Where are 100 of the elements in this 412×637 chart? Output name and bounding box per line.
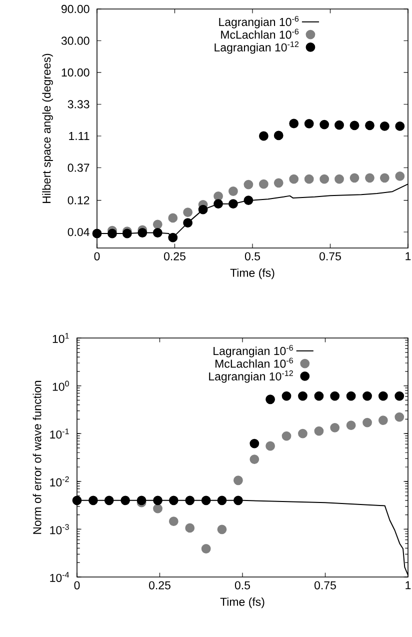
point	[250, 438, 260, 448]
point	[228, 186, 238, 196]
point	[138, 228, 148, 238]
y-axis-title: Hilbert space angle (degrees)	[42, 54, 53, 203]
point	[185, 523, 195, 533]
y-tick-label: 30.00	[61, 36, 90, 45]
y-tick-label: 1.11	[69, 132, 90, 140]
point	[258, 179, 268, 189]
y-tick-label: 10$^{-1}$	[50, 428, 69, 439]
point	[362, 418, 372, 428]
point	[282, 391, 292, 401]
point	[266, 441, 275, 451]
point	[153, 504, 162, 514]
x-tick-label: 0	[94, 252, 100, 260]
point	[334, 174, 344, 184]
point	[289, 174, 299, 184]
point	[92, 228, 102, 238]
y-tick-label: 0.04	[68, 228, 90, 236]
y-tick-label: 10$^{-2}$	[50, 476, 69, 486]
point	[185, 496, 195, 506]
x-axis-title: Time (fs)	[230, 268, 274, 280]
point	[88, 496, 98, 506]
point	[233, 496, 243, 506]
point	[330, 391, 340, 401]
point	[152, 220, 162, 230]
point	[183, 218, 193, 228]
point	[350, 120, 360, 130]
y-tick-label: 10$^{-4}$	[50, 572, 70, 582]
point	[314, 426, 324, 436]
point	[120, 496, 130, 506]
y-tick-label: 3.33	[68, 100, 90, 108]
point	[298, 391, 308, 401]
y-tick-label: 10$^{0}$	[52, 380, 69, 391]
point	[350, 173, 360, 183]
point	[217, 524, 227, 534]
legend-label: McLachlan 10$^{-6}$	[216, 358, 293, 368]
point	[72, 496, 82, 506]
legend-label: Lagrangian 10$^{-6}$	[214, 344, 293, 358]
x-tick-label: 0.25	[149, 581, 170, 590]
point	[168, 516, 178, 526]
x-tick-label: 0.75	[314, 581, 336, 590]
point	[346, 391, 356, 401]
y-tick-label: 90.00	[62, 4, 90, 14]
y-axis-title: Norm of error of wave function	[32, 380, 42, 534]
point	[244, 180, 254, 190]
point	[153, 496, 162, 506]
point	[274, 130, 284, 140]
point	[122, 228, 132, 238]
point	[266, 394, 275, 404]
point	[201, 544, 211, 554]
point	[378, 391, 388, 401]
point	[201, 496, 211, 506]
point	[244, 196, 254, 205]
point	[217, 496, 227, 506]
y-tick-label: 10.00	[62, 68, 90, 77]
point	[168, 496, 178, 506]
point	[365, 173, 374, 183]
point	[380, 121, 390, 131]
point	[233, 476, 243, 486]
x-tick-label: 0.5	[234, 581, 250, 590]
point	[334, 120, 344, 130]
x-tick-label: 0.5	[244, 252, 260, 260]
point	[320, 174, 330, 184]
point	[198, 204, 208, 214]
point	[214, 192, 223, 201]
point	[183, 208, 193, 218]
point	[346, 420, 356, 430]
legend-label: Lagrangian 10$^{-6}$	[219, 16, 299, 28]
point	[330, 422, 340, 432]
legend-label: Lagrangian 10$^{-12}$	[214, 41, 299, 54]
point	[168, 213, 178, 223]
x-tick-label: 0.75	[320, 252, 341, 260]
y-tick-label: 10$^{-3}$	[50, 524, 69, 534]
legend-label: Lagrangian 10$^{-12}$	[209, 370, 293, 383]
point	[152, 228, 162, 238]
point	[274, 178, 284, 188]
point	[282, 431, 292, 441]
point	[250, 454, 260, 464]
point	[298, 428, 308, 438]
point	[378, 416, 388, 425]
y-tick-label: 0.37	[68, 164, 90, 172]
point	[314, 391, 324, 401]
point	[304, 118, 314, 128]
legend-label: McLachlan 10$^{-6}$	[221, 28, 299, 39]
point	[362, 391, 372, 401]
point	[320, 120, 330, 130]
point	[289, 118, 299, 128]
point	[104, 496, 114, 506]
point	[214, 199, 223, 209]
x-axis-title: Time (fs)	[220, 597, 264, 608]
point	[380, 173, 390, 183]
x-tick-label: 0.25	[164, 252, 186, 260]
point	[108, 228, 117, 238]
x-tick-label: 1	[406, 581, 411, 590]
point	[304, 174, 314, 184]
x-tick-label: 1	[406, 252, 411, 260]
point	[258, 131, 268, 141]
y-tick-label: 10$^{1}$	[52, 333, 69, 343]
x-tick-label: 0	[74, 581, 80, 590]
point	[365, 120, 374, 130]
